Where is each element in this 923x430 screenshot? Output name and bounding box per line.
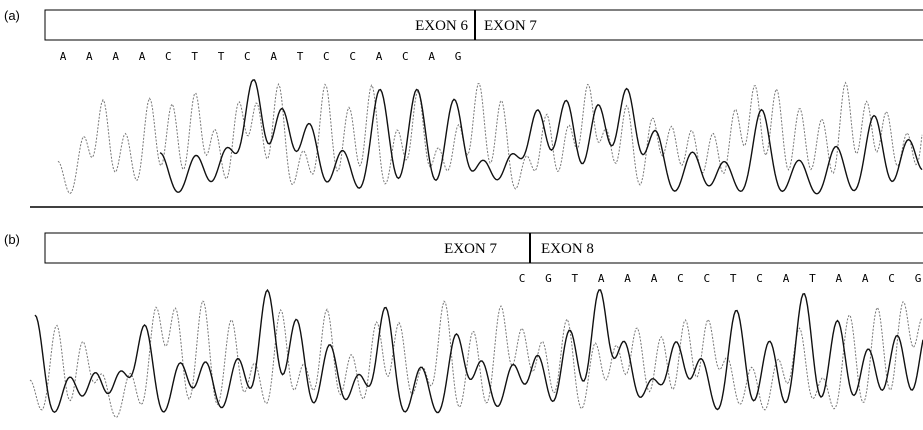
base-call: A [598,272,605,285]
base-call: A [112,50,119,63]
base-call: C [244,50,251,63]
base-call: T [809,272,816,285]
exon-label: EXON 6 [415,18,468,34]
base-call: C [349,50,356,63]
base-call: T [730,272,737,285]
trace [58,83,922,194]
base-call: A [86,50,93,63]
figure: (a) EXON 6 EXON 7 (b) EXON 7 EXON 8 A A A A… [0,0,923,430]
panel-a: (a) EXON 6 EXON 7 [4,8,923,207]
exon-label: EXON 7 [444,241,497,257]
base-call: A [835,272,842,285]
base-call: C [165,50,172,63]
base-call: G [915,272,922,285]
base-call: G [455,50,462,63]
base-call: C [402,50,409,63]
panel-label: (b) [4,232,20,247]
trace [35,290,923,413]
exon-label: EXON 8 [541,241,594,257]
base-call: A [60,50,67,63]
base-call: A [139,50,146,63]
base-call: T [571,272,578,285]
base-call: C [519,272,526,285]
base-call: A [783,272,790,285]
panel-b: (b) EXON 7 EXON 8 [4,232,923,263]
base-call: A [651,272,658,285]
base-call: C [756,272,763,285]
base-call: C [703,272,710,285]
base-call: T [218,50,225,63]
base-call: A [270,50,277,63]
exon-label: EXON 7 [484,18,537,34]
base-call: T [297,50,304,63]
base-call: C [677,272,684,285]
base-call: T [191,50,198,63]
base-call: A [376,50,383,63]
base-call: C [888,272,895,285]
base-call: A [862,272,869,285]
trace [30,301,923,417]
base-call: C [323,50,330,63]
base-call: G [545,272,552,285]
panel-label: (a) [4,8,20,23]
base-call: A [428,50,435,63]
trace [160,80,922,194]
base-call: A [624,272,631,285]
